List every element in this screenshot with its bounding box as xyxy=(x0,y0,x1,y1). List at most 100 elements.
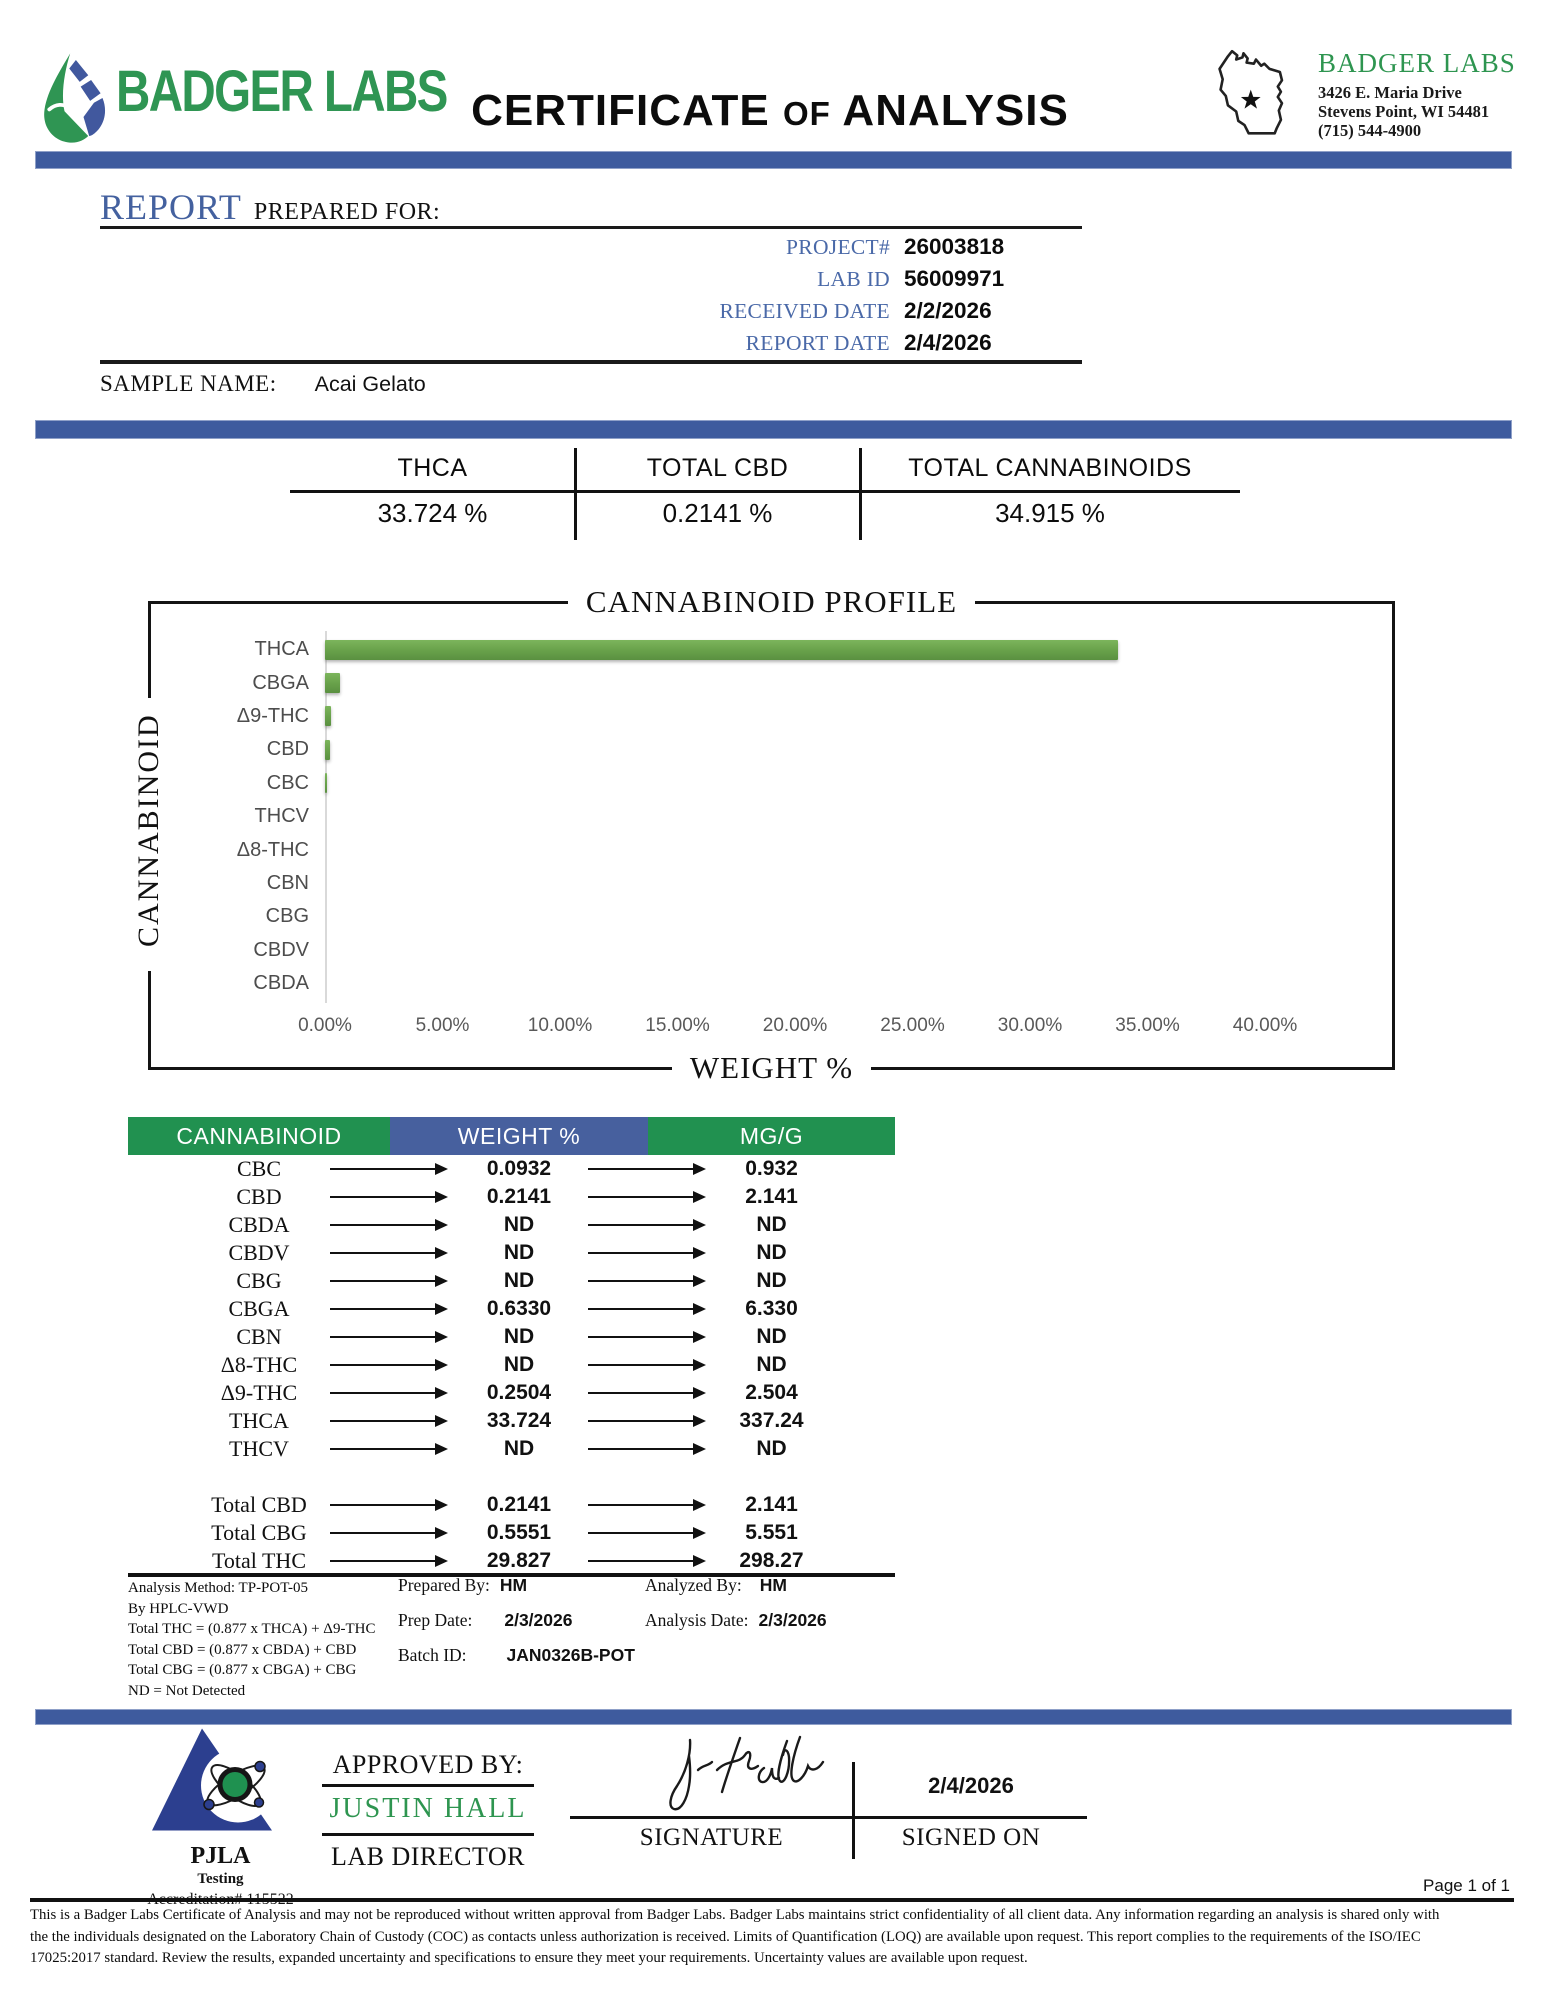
weight-pct-value: ND xyxy=(503,1213,535,1236)
signature-label: SIGNATURE xyxy=(639,1824,784,1851)
divider-bar-bottom xyxy=(35,1709,1512,1725)
approval-block: APPROVED BY: JUSTIN HALL LAB DIRECTOR xyxy=(322,1750,534,1872)
arrow-right-icon xyxy=(588,1191,706,1202)
weight-pct-cell: 0.2141 xyxy=(390,1493,648,1517)
batch-id-label: Batch ID: xyxy=(398,1645,467,1665)
weight-pct-cell: ND xyxy=(390,1241,648,1265)
brand-wordmark: BADGER LABS xyxy=(116,59,448,124)
weight-pct-cell: 0.2504 xyxy=(390,1381,648,1405)
weight-pct-cell: ND xyxy=(390,1213,648,1237)
disclaimer-line: 17025:2017 standard. Review the results,… xyxy=(30,1950,1028,1966)
chart-bottom-line-right xyxy=(871,1066,1395,1070)
weight-pct-value: ND xyxy=(503,1269,535,1292)
arrow-right-icon xyxy=(588,1275,706,1286)
chart-row: CBD xyxy=(148,733,1338,766)
summary-column-value: 33.724 % xyxy=(377,497,488,528)
analysis-date-row: Analysis Date: 2/3/2026 xyxy=(645,1610,827,1645)
table-row: CBC 0.0932 0.932 xyxy=(128,1155,895,1183)
table-row: Total CBG 0.5551 5.551 xyxy=(128,1519,895,1547)
chart-x-tick-label: 15.00% xyxy=(645,1015,710,1036)
prepared-by-label: Prepared By: xyxy=(398,1575,490,1595)
mg-g-cell: 298.27 xyxy=(648,1549,895,1573)
weight-pct-value: 0.2141 xyxy=(486,1185,552,1208)
chart-row: CBDA xyxy=(148,967,1338,1000)
analyte-name: Total CBD xyxy=(211,1492,307,1517)
pjla-accreditation-block: PJLA Testing Accreditation# 115522 xyxy=(118,1722,323,1908)
chart-row: THCA xyxy=(148,633,1338,666)
weight-pct-value: 0.6330 xyxy=(486,1297,552,1320)
table-row: Δ8-THC ND ND xyxy=(128,1351,895,1379)
chart-x-tick-label: 40.00% xyxy=(1232,1015,1298,1036)
chart-title-line-right xyxy=(975,600,1396,604)
weight-pct-cell: 0.0932 xyxy=(390,1157,648,1181)
analyte-name: CBGA xyxy=(228,1296,290,1321)
analyte-name: CBG xyxy=(236,1268,282,1293)
weight-pct-value: 0.0932 xyxy=(486,1157,552,1180)
results-table-header: CANNABINOID WEIGHT % MG/G xyxy=(128,1117,895,1155)
arrow-right-icon xyxy=(330,1443,448,1454)
analyte-name: Δ9-THC xyxy=(220,1380,298,1405)
chart-border-right xyxy=(1392,602,1395,1067)
weight-pct-cell: 0.2141 xyxy=(390,1185,648,1209)
analyte-name: THCV xyxy=(229,1436,289,1461)
weight-pct-cell: 0.5551 xyxy=(390,1521,648,1545)
chart-x-axis-ticks: 0.00% 5.00% 10.00% 15.00% 20.00% 25.00% 30.00%… xyxy=(298,1015,1297,1039)
report-field-row: PROJECT# 26003818 xyxy=(520,231,1082,263)
wisconsin-state-icon xyxy=(1218,49,1284,135)
weight-pct-cell: 0.6330 xyxy=(390,1297,648,1321)
report-field-value: 2/4/2026 xyxy=(904,330,992,355)
report-field-label: LAB ID xyxy=(817,266,890,291)
weight-pct-value: 33.724 xyxy=(486,1409,552,1432)
potency-summary: THCA TOTAL CBD TOTAL CANNABINOIDS 33.724 % 0… xyxy=(290,448,1240,540)
method-note-line: Total CBD = (0.877 x CBDA) + CBD xyxy=(128,1641,357,1658)
approved-by-label: APPROVED BY: xyxy=(332,1750,524,1779)
col-header-mg-g: MG/G xyxy=(648,1117,895,1155)
mg-g-value: 2.504 xyxy=(745,1381,798,1404)
results-table-totals: Total CBD 0.2141 2.141 Total CBG 0.5551 5.551… xyxy=(128,1491,895,1575)
pjla-sub-label: Testing xyxy=(197,1871,244,1887)
analyte-name: CBDV xyxy=(228,1240,290,1265)
divider-bar-summary xyxy=(35,420,1512,439)
chart-category-label: CBN xyxy=(266,871,309,894)
approved-by-rule-top xyxy=(322,1784,534,1787)
arrow-right-icon xyxy=(330,1527,448,1538)
weight-pct-cell: ND xyxy=(390,1269,648,1293)
chart-category-label: CBG xyxy=(265,905,309,928)
sample-name-value: Acai Gelato xyxy=(314,372,426,396)
prep-date-row: Prep Date: 2/3/2026 xyxy=(398,1610,635,1645)
report-heading-accent: REPORT xyxy=(100,187,242,227)
batch-id-row: Batch ID: JAN0326B-POT xyxy=(398,1645,635,1680)
analysis-date-label: Analysis Date: xyxy=(645,1610,749,1630)
weight-pct-cell: ND xyxy=(390,1353,648,1377)
disclaimer-line: This is a Badger Labs Certificate of Ana… xyxy=(30,1907,1440,1923)
arrow-right-icon xyxy=(588,1527,706,1538)
method-note-line: Total CBG = (0.877 x CBGA) + CBG xyxy=(128,1662,357,1678)
signed-on-label: SIGNED ON xyxy=(901,1824,1041,1851)
page-number: Page 1 of 1 xyxy=(1423,1876,1510,1895)
chart-x-tick-label: 10.00% xyxy=(527,1015,593,1036)
chart-x-tick-label: 20.00% xyxy=(762,1015,828,1036)
report-field-label: RECEIVED DATE xyxy=(719,298,890,323)
mg-g-value: ND xyxy=(756,1269,787,1292)
chart-category-label: CBD xyxy=(266,738,309,761)
weight-pct-value: ND xyxy=(503,1353,535,1376)
method-notes: Analysis Method: TP-POT-05 By HPLC-VWD Tot… xyxy=(128,1578,375,1701)
mg-g-cell: ND xyxy=(648,1241,895,1265)
table-row: Δ9-THC 0.2504 2.504 xyxy=(128,1379,895,1407)
chart-row: CBC xyxy=(148,767,1338,800)
summary-underline xyxy=(290,490,1240,493)
weight-pct-value: 0.2141 xyxy=(486,1493,552,1516)
summary-divider-2 xyxy=(859,448,862,540)
table-row: CBDV ND ND xyxy=(128,1239,895,1267)
signed-on-date: 2/4/2026 xyxy=(928,1773,1014,1798)
arrow-right-icon xyxy=(330,1163,448,1174)
report-field-label: REPORT DATE xyxy=(745,330,890,355)
pjla-org-name: PJLA xyxy=(190,1843,251,1869)
method-note-line: Analysis Method: TP-POT-05 xyxy=(128,1580,309,1596)
weight-pct-cell: 29.827 xyxy=(390,1549,648,1573)
mg-g-cell: 2.141 xyxy=(648,1185,895,1209)
analysis-date-value: 2/3/2026 xyxy=(758,1610,827,1630)
prepared-by-value: HM xyxy=(499,1575,528,1595)
mg-g-cell: 6.330 xyxy=(648,1297,895,1321)
